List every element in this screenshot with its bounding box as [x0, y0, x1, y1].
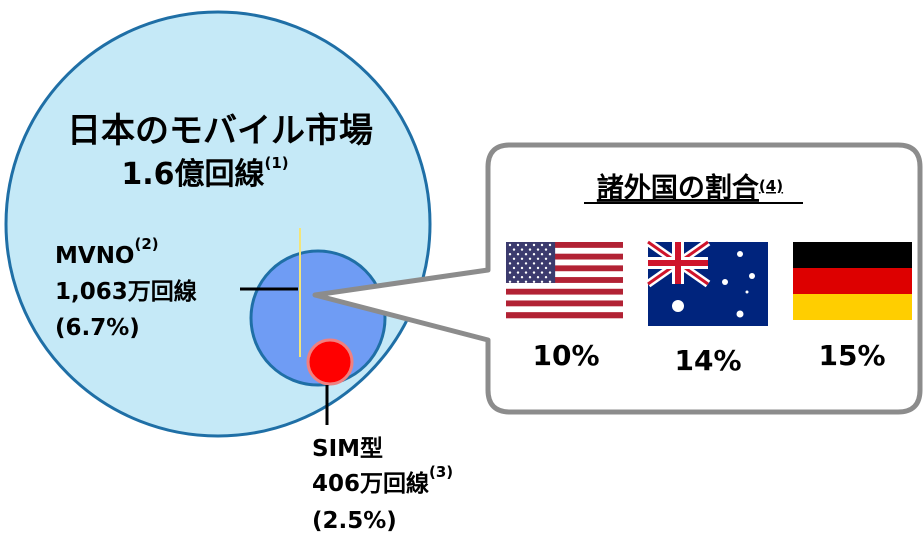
flag-part: [544, 276, 548, 279]
flag-part: [548, 271, 552, 274]
flag-part: [524, 280, 528, 283]
flag-part: [536, 248, 540, 251]
flag-au: [645, 238, 768, 326]
flag-part: [506, 294, 623, 301]
flag-part: [544, 248, 548, 251]
flag-part: [540, 271, 544, 274]
flag-part: [506, 265, 623, 272]
sim-lines: 406万回線(3): [312, 463, 453, 497]
flag-part: [506, 282, 623, 290]
flag-part: [516, 243, 520, 247]
market-circle: [4, 10, 432, 438]
flag-part: [520, 248, 524, 251]
flag-part: [532, 243, 536, 247]
flag-part: [516, 253, 520, 256]
flag-part: [524, 253, 528, 256]
flag-part: [508, 253, 512, 256]
flag-part: [506, 247, 623, 254]
flag-part: [548, 243, 552, 247]
lines: 406万回線: [312, 470, 429, 497]
sim-label: SIM型: [312, 436, 383, 462]
mvno-circle: [249, 249, 387, 387]
flag-part: [548, 253, 552, 256]
flag-part: [548, 280, 552, 283]
flag-part: [540, 262, 544, 265]
flag-part: [544, 266, 548, 270]
flag-part: [506, 259, 623, 266]
flag-part: [548, 262, 552, 265]
flag-part: [506, 277, 623, 284]
flag-part: [528, 248, 532, 251]
flag-part: [506, 271, 623, 278]
market-title: 日本のモバイル市場: [67, 111, 373, 151]
flag-part: [536, 276, 540, 279]
note: (2): [135, 235, 159, 253]
flag-part: [506, 300, 623, 307]
flag-part: [532, 262, 536, 265]
flag-part: [508, 280, 512, 283]
flag-de: [793, 242, 912, 320]
flag-part: [520, 276, 524, 279]
flag-part: [532, 253, 536, 256]
flag-part: [506, 312, 623, 319]
flag-part: [506, 242, 623, 249]
total: 1.6億回線: [121, 157, 264, 192]
market-total: 1.6億回線(1): [121, 154, 288, 192]
flag-part: [536, 257, 540, 260]
flag-part: [532, 280, 536, 283]
flag-part: [508, 271, 512, 274]
flag-part: [506, 306, 623, 313]
flag-part: [540, 253, 544, 256]
flag-part: [528, 257, 532, 260]
flag-part: [516, 262, 520, 265]
flag-part: [516, 280, 520, 283]
flag-part: [524, 271, 528, 274]
flag-part: [544, 257, 548, 260]
flag-part: [506, 253, 623, 260]
flag-part: [508, 262, 512, 265]
country-share: 15%: [818, 339, 885, 372]
mvno-lines: 1,063万回線: [55, 278, 197, 305]
flag-part: [512, 257, 516, 260]
flag-part: [540, 280, 544, 283]
country-share: 10%: [532, 339, 599, 372]
note: (3): [429, 463, 453, 481]
flag-part: [506, 288, 623, 295]
flag-part: [508, 243, 512, 247]
flag-us: [506, 242, 623, 319]
flag-part: [516, 271, 520, 274]
flag-part: [536, 266, 540, 270]
flag-part: [512, 266, 516, 270]
flag-part: [540, 243, 544, 247]
title: 諸外国の割合: [597, 172, 759, 204]
flag-part: [520, 266, 524, 270]
flag-part: [512, 248, 516, 251]
flag-part: [512, 276, 516, 279]
note: (1): [265, 154, 289, 172]
country-share: 14%: [674, 344, 741, 377]
label: MVNO: [55, 243, 135, 269]
flag-part: [520, 257, 524, 260]
sim-share: (2.5%): [312, 508, 397, 534]
note: (4): [759, 177, 783, 195]
mvno-label: MVNO(2): [55, 235, 159, 269]
flag-part: [524, 243, 528, 247]
mvno-share: (6.7%): [55, 315, 140, 341]
flag-part: [524, 262, 528, 265]
callout-title: 諸外国の割合(4): [597, 172, 783, 204]
sim-circle: [306, 338, 354, 386]
flag-part: [528, 276, 532, 279]
flag-part: [532, 271, 536, 274]
flag-part: [528, 266, 532, 270]
